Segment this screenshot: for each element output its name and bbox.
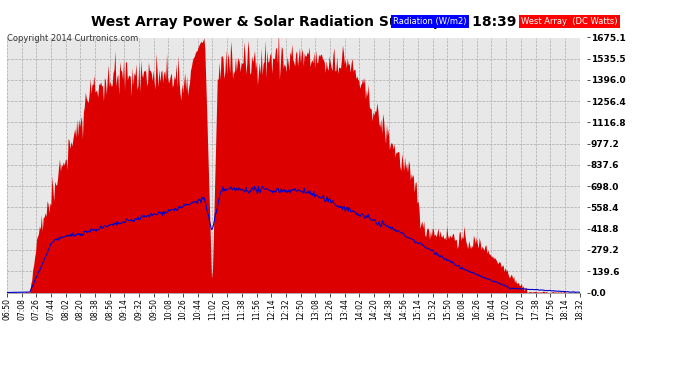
Text: West Array Power & Solar Radiation Sun Sep 28 18:39: West Array Power & Solar Radiation Sun S… [91, 15, 516, 29]
Text: West Array  (DC Watts): West Array (DC Watts) [521, 17, 618, 26]
Text: Radiation (W/m2): Radiation (W/m2) [393, 17, 467, 26]
Text: Copyright 2014 Curtronics.com: Copyright 2014 Curtronics.com [7, 34, 138, 43]
